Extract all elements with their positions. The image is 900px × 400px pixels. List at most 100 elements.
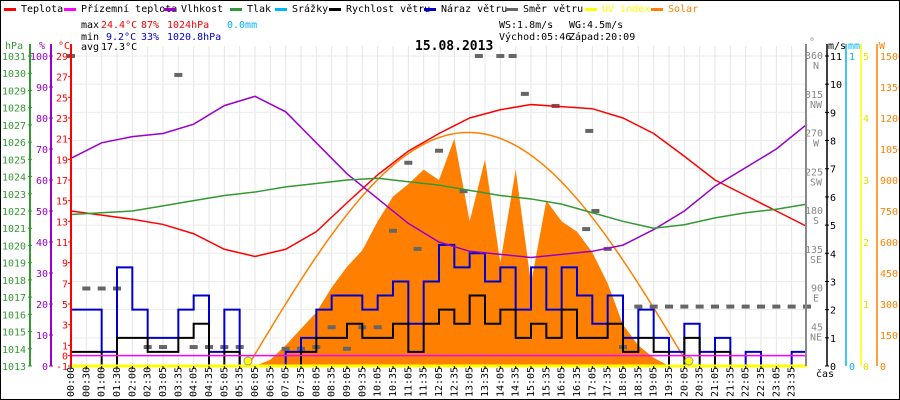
legend-naraz-vetru: Náraz větru: [424, 4, 507, 15]
wind-direction-mark: [582, 227, 591, 232]
humidity-tick-label: 60: [36, 176, 48, 187]
uv-tick-label: 4: [863, 114, 869, 125]
direction-tick-label: 180: [805, 206, 823, 217]
pressure-tick-label: 1015: [2, 328, 26, 339]
pressure-tick-label: 1024: [2, 173, 26, 184]
humidity-axis-unit: %: [39, 41, 45, 52]
solar-tick-label: 600: [880, 238, 898, 249]
direction-tick-label: 270: [805, 129, 823, 140]
wind-direction-mark: [82, 286, 91, 291]
x-tick-label: 09:05: [342, 367, 353, 397]
humidity-tick-label: 20: [36, 300, 48, 311]
x-tick-label: 10:05: [373, 367, 384, 397]
pressure-tick-label: 1027: [2, 121, 26, 132]
solar-tick-label: 750: [880, 207, 898, 218]
wind-tick-label: 9: [830, 108, 836, 119]
temperature-tick-label: 15: [56, 197, 68, 208]
x-tick-label: 03:05: [158, 367, 169, 397]
wind-gust-max: WG:4.5m/s: [569, 20, 624, 31]
temperature-tick-label: 1: [62, 341, 68, 352]
min-humidity: 33%: [141, 32, 160, 43]
min-label: min: [81, 32, 100, 43]
x-tick-label: 23:35: [787, 367, 798, 397]
x-tick-label: 01:30: [112, 367, 123, 397]
x-tick-label: 19:35: [664, 367, 675, 397]
sunset: Západ:20:09: [569, 32, 636, 43]
uv-tick-label: 1: [863, 300, 869, 311]
x-tick-label: 14:05: [495, 367, 506, 397]
wind-direction-mark: [389, 228, 397, 233]
wind-speed-avg: WS:1.8m/s: [499, 20, 554, 31]
x-tick-label: 02:30: [143, 367, 154, 397]
humidity-tick-label: 50: [36, 207, 48, 218]
wind-direction-mark: [189, 345, 198, 350]
wind-tick-label: 6: [830, 193, 836, 204]
uv-tick-label: 0: [863, 362, 869, 373]
min-pressure: 1020.8hPa: [167, 32, 222, 43]
wind-direction-mark: [680, 304, 689, 309]
direction-tick-label: 360: [805, 51, 823, 62]
direction-tick-label: 225: [805, 167, 823, 178]
x-tick-label: 08:05: [311, 367, 322, 397]
x-tick-label: 12:05: [434, 367, 445, 397]
x-tick-label: 00:00: [66, 367, 77, 397]
pressure-tick-label: 1013: [2, 362, 26, 373]
pressure-tick-label: 1031: [2, 52, 26, 63]
wind-direction-mark: [695, 304, 704, 309]
x-tick-label: 05:35: [235, 367, 246, 397]
x-tick-label: 21:35: [725, 367, 736, 397]
uv-tick-label: 2: [863, 238, 869, 249]
humidity-line: [70, 95, 808, 259]
x-tick-label: 17:05: [587, 367, 598, 397]
uv-index-point: [684, 356, 694, 366]
max-pressure: 1024hPa: [167, 20, 210, 31]
pressure-tick-label: 1028: [2, 104, 26, 115]
solar-tick-label: 1200: [880, 114, 899, 125]
temperature-tick-label: 7: [62, 279, 68, 290]
pressure-tick-label: 1029: [2, 86, 26, 97]
pressure-tick-label: 1030: [2, 69, 26, 80]
wind-direction-mark: [726, 304, 735, 309]
avg-label: avg: [81, 42, 100, 53]
pressure-tick-label: 1020: [2, 241, 26, 252]
wind-direction-mark: [520, 91, 529, 96]
wind-direction-mark: [787, 304, 796, 309]
temperature-tick-label: 21: [56, 135, 68, 146]
uv-tick-label: 3: [863, 176, 869, 187]
wind-direction-mark: [757, 304, 765, 309]
direction-compass-label: NW: [810, 100, 823, 111]
wind-direction-mark: [281, 346, 290, 351]
x-tick-label: 13:05: [465, 367, 476, 397]
direction-compass-label: NE: [810, 332, 822, 343]
pressure-tick-label: 1026: [2, 138, 26, 149]
wind-tick-label: 5: [830, 221, 836, 232]
uv-tick-label: 5: [863, 52, 869, 63]
solar-tick-label: 450: [880, 269, 898, 280]
wind-direction-mark: [649, 304, 658, 309]
pressure-tick-label: 1023: [2, 190, 26, 201]
wind-direction-mark: [159, 345, 167, 350]
pressure-tick-label: 1018: [2, 276, 26, 287]
pressure-line: [70, 177, 808, 229]
x-tick-label: 11:05: [403, 367, 414, 397]
x-tick-label: 08:35: [327, 367, 338, 397]
x-tick-label: 03:35: [173, 367, 184, 397]
legend-rychlost-vetru: Rychlost větru: [329, 4, 430, 15]
solar-tick-label: 900: [880, 176, 898, 187]
wind-direction-mark: [373, 325, 382, 330]
x-tick-label: 04:05: [189, 367, 200, 397]
wind-direction-mark: [459, 189, 468, 194]
solar-tick-label: 1050: [880, 145, 899, 156]
pressure-tick-label: 1017: [2, 293, 26, 304]
pressure-tick-label: 1025: [2, 155, 26, 166]
direction-tick-label: 45: [811, 322, 823, 333]
wind-direction-mark: [343, 346, 351, 351]
humidity-tick-label: 100: [30, 52, 48, 63]
wind-direction-mark: [741, 304, 750, 309]
wind-tick-label: 7: [830, 165, 836, 176]
wind-tick-label: 2: [830, 306, 836, 317]
temperature-tick-label: 3: [62, 321, 68, 332]
wind-direction-mark: [665, 304, 673, 309]
x-tick-label: 18:35: [633, 367, 644, 397]
